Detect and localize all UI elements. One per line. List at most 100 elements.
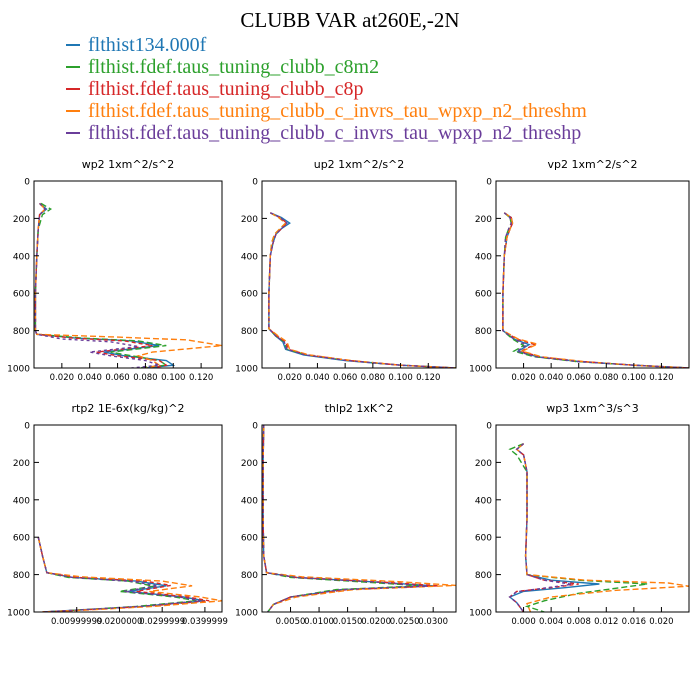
x-tick-label: 0.120 [189, 373, 213, 383]
y-tick-label: 0 [24, 422, 30, 432]
series-line [37, 537, 201, 612]
y-tick-label: 200 [241, 215, 258, 225]
y-tick-label: 1000 [7, 365, 30, 375]
series-line [502, 212, 689, 368]
y-tick-label: 400 [13, 252, 30, 262]
x-tick-label: 0.100 [388, 373, 412, 383]
y-tick-label: 600 [241, 290, 258, 300]
y-tick-label: 1000 [469, 365, 492, 375]
y-tick-label: 0 [486, 178, 492, 188]
series-line [515, 443, 689, 612]
y-tick-label: 400 [241, 496, 258, 506]
x-tick-label: 0.0150 [333, 617, 363, 627]
series-line [268, 212, 456, 368]
x-tick-label: 0.080 [361, 373, 385, 383]
legend-swatch [66, 88, 80, 90]
plot-frame [495, 180, 690, 369]
legend-label: flthist.fdef.taus_tuning_clubb_c_invrs_t… [88, 100, 587, 122]
x-tick-label: 0.008 [567, 617, 591, 627]
series-line [262, 425, 456, 612]
legend-label: flthist.fdef.taus_tuning_clubb_c8p [88, 78, 364, 100]
x-tick-label: 0.000 [511, 617, 535, 627]
y-tick-label: 400 [475, 496, 492, 506]
series-line [34, 202, 160, 368]
panel-title: up2 1xm^2/s^2 [314, 158, 405, 171]
series-line [268, 212, 456, 368]
x-tick-label: 0.004 [539, 617, 563, 627]
x-tick-label: 0.020 [50, 373, 74, 383]
x-tick-label: 0.020 [278, 373, 302, 383]
y-tick-label: 600 [475, 534, 492, 544]
series-line [268, 212, 456, 368]
y-tick-label: 200 [241, 459, 258, 469]
series-line [34, 202, 176, 368]
y-tick-label: 1000 [235, 365, 258, 375]
legend-swatch [66, 66, 80, 68]
y-tick-label: 800 [475, 327, 492, 337]
series-line [502, 212, 689, 368]
series-line [262, 425, 422, 612]
plot-frame [495, 424, 690, 613]
y-tick-label: 400 [475, 252, 492, 262]
x-tick-label: 0.060 [567, 373, 591, 383]
y-tick-label: 600 [13, 534, 30, 544]
series-line [34, 202, 169, 368]
series-line [268, 212, 456, 368]
legend-swatch [66, 110, 80, 112]
y-tick-label: 1000 [469, 609, 492, 619]
chart-panel: thlp2 1xK^2 0 200 400 600 800 1000 0.00500.0100… [235, 402, 457, 627]
x-tick-label: 0.0100 [304, 617, 334, 627]
x-tick-label: 0.0050 [276, 617, 306, 627]
y-tick-label: 800 [241, 571, 258, 581]
y-tick-label: 1000 [7, 609, 30, 619]
plot-frame [261, 180, 457, 369]
x-tick-label: 0.060 [333, 373, 357, 383]
chart-panel: up2 1xm^2/s^2 0 200 400 600 800 1000 0.020 0.040… [235, 158, 457, 383]
chart-panel: rtp2 1E-6x(kg/kg)^2 0 200 400 600 800 1000 0.00… [7, 402, 228, 627]
plot-frame [261, 424, 457, 613]
series-line [502, 212, 689, 368]
plot-frame [33, 180, 223, 369]
chart-panel: vp2 1xm^2/s^2 0 200 400 600 800 1000 0.020 0.040… [469, 158, 690, 383]
x-tick-label: 0.080 [594, 373, 618, 383]
series-line [37, 537, 206, 612]
x-tick-label: 0.120 [416, 373, 440, 383]
series-line [508, 443, 600, 612]
legend-swatch [66, 132, 80, 134]
x-tick-label: 0.120 [649, 373, 673, 383]
x-tick-label: 0.0399999 [182, 617, 228, 627]
x-tick-label: 0.016 [622, 617, 646, 627]
y-tick-label: 800 [241, 327, 258, 337]
chart-title: CLUBB VAR at260E,-2N [240, 8, 460, 32]
x-tick-label: 0.080 [133, 373, 157, 383]
series-line [262, 425, 439, 612]
y-tick-label: 0 [252, 178, 258, 188]
y-tick-label: 800 [475, 571, 492, 581]
legend-label: flthist.fdef.taus_tuning_clubb_c8m2 [88, 56, 380, 78]
legend-label: flthist.fdef.taus_tuning_clubb_c_invrs_t… [88, 122, 582, 144]
x-tick-label: 0.020 [649, 617, 673, 627]
panel-title: wp2 1xm^2/s^2 [82, 158, 175, 171]
y-tick-label: 600 [241, 534, 258, 544]
series-line [502, 212, 689, 368]
chart-panel: wp3 1xm^3/s^3 0 200 400 600 800 1000 0.000 0.004… [469, 402, 690, 627]
y-tick-label: 600 [13, 290, 30, 300]
y-tick-label: 400 [241, 252, 258, 262]
y-tick-label: 0 [486, 422, 492, 432]
series-line [502, 212, 689, 368]
y-tick-label: 200 [13, 459, 30, 469]
y-tick-label: 200 [475, 459, 492, 469]
x-tick-label: 0.0299999 [139, 617, 185, 627]
x-tick-label: 0.012 [594, 617, 618, 627]
x-tick-label: 0.100 [161, 373, 185, 383]
x-tick-label: 0.040 [539, 373, 563, 383]
legend-label: flthist134.000f [88, 34, 207, 56]
panel-title: vp2 1xm^2/s^2 [547, 158, 637, 171]
x-tick-label: 0.020 [511, 373, 535, 383]
x-tick-label: 0.0200000 [96, 617, 142, 627]
legend-swatch [66, 44, 80, 46]
x-tick-label: 0.040 [305, 373, 329, 383]
plot-frame [33, 424, 223, 613]
x-tick-label: 0.00999999 [51, 617, 102, 627]
